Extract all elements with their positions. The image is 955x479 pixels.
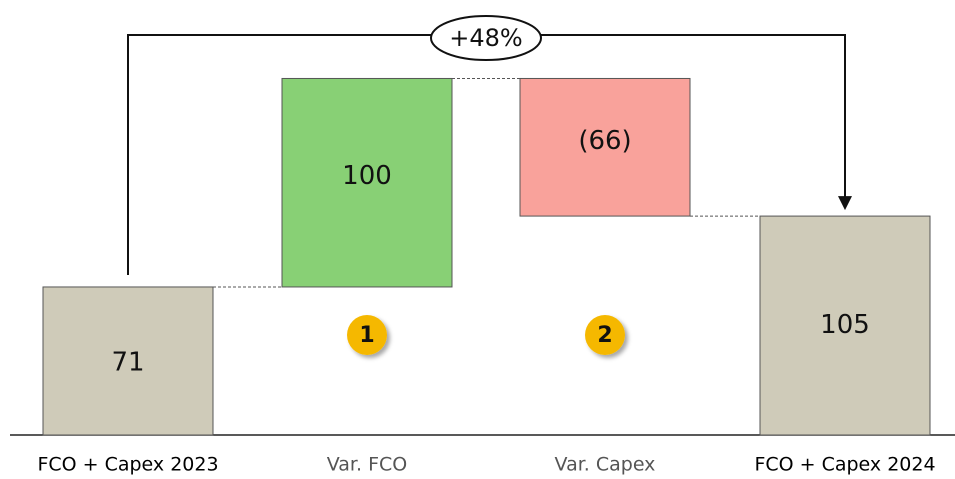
x-tick-label: Var. FCO [327,454,407,476]
badge [585,315,625,355]
badge-label: 1 [359,323,374,348]
arrow-head [838,196,852,211]
x-tick-label: Var. Capex [555,454,656,476]
x-tick-label: FCO + Capex 2024 [754,454,935,476]
annotation: +48% [449,24,522,52]
value-label: 100 [342,161,392,191]
bar [281,77,453,288]
bar [42,286,214,436]
value-label: 105 [820,310,870,340]
bar [759,215,931,436]
value-label: 71 [111,347,144,377]
bar [519,77,691,217]
x-tick-label: FCO + Capex 2023 [37,454,218,476]
bracket [127,34,846,275]
value-label: (66) [578,126,631,156]
annotation-oval [430,15,542,61]
badge [347,315,387,355]
badge-label: 2 [597,323,612,348]
